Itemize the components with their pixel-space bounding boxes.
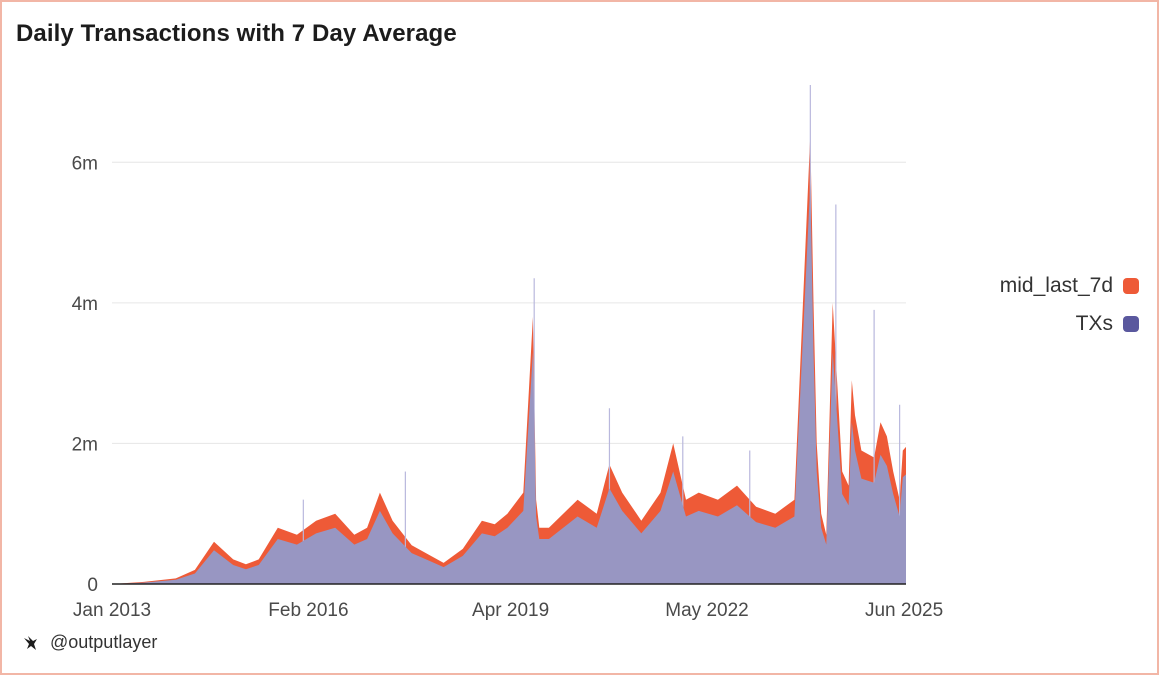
y-tick-label: 6m: [72, 153, 98, 174]
x-tick-label: Apr 2019: [472, 600, 549, 621]
y-tick-label: 4m: [72, 294, 98, 315]
bird-logo-icon: [24, 635, 37, 650]
legend-label: mid_last_7d: [999, 274, 1113, 297]
x-tick-label: Feb 2016: [268, 600, 348, 621]
legend-item-mid-last-7d[interactable]: mid_last_7d: [1000, 272, 1139, 300]
axes: 0 2m 4m 6m Jan 2013 Feb 2016 Apr 2019 May 2022 J…: [72, 153, 944, 621]
footer-handle: @outputlayer: [50, 632, 158, 652]
legend-swatch-purple: [1123, 316, 1139, 332]
legend-label: TXs: [1075, 312, 1113, 335]
legend-swatch-orange: [1123, 278, 1139, 294]
series-txs-area: [112, 183, 906, 584]
footer: @outputlayer: [22, 632, 157, 653]
series-mid-last-7d-area: [112, 134, 906, 584]
y-tick-label: 2m: [72, 434, 98, 455]
legend-item-txs[interactable]: TXs: [1000, 310, 1139, 338]
chart-title: Daily Transactions with 7 Day Average: [16, 20, 457, 47]
y-tick-label: 0: [87, 575, 98, 596]
x-tick-label: Jan 2013: [73, 600, 151, 621]
x-tick-label: May 2022: [665, 600, 748, 621]
legend: mid_last_7d TXs: [1000, 272, 1139, 348]
plot-area: [112, 84, 906, 584]
gridlines: [112, 161, 906, 444]
x-tick-label: Jun 2025: [865, 600, 943, 621]
